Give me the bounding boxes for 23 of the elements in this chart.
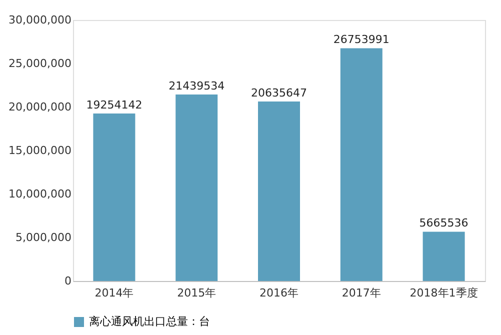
data-label: 20635647 bbox=[251, 86, 307, 100]
data-label: 5665536 bbox=[419, 216, 468, 230]
x-tick-label: 2014年 bbox=[94, 286, 134, 300]
bar bbox=[93, 113, 136, 281]
bar bbox=[422, 232, 465, 281]
x-tick-label: 2017年 bbox=[342, 286, 381, 300]
x-tick-label: 2015年 bbox=[177, 286, 216, 300]
bar bbox=[340, 48, 382, 281]
data-label: 21439534 bbox=[168, 79, 225, 92]
x-tick-label: 2016年 bbox=[260, 286, 298, 300]
y-tick-label: 30,000,000 bbox=[8, 14, 72, 26]
data-label: 19254142 bbox=[86, 98, 142, 112]
y-tick-label: 10,000,000 bbox=[8, 188, 72, 200]
bar bbox=[258, 101, 300, 281]
y-tick-label: 5,000,000 bbox=[16, 231, 72, 244]
x-tick-label: 2018年1季度 bbox=[410, 286, 478, 300]
legend-label: 离心通风机出口总量：台 bbox=[89, 315, 210, 328]
data-label: 26753991 bbox=[333, 33, 390, 46]
y-tick-label: 20,000,000 bbox=[8, 100, 72, 114]
y-tick-label: 0 bbox=[64, 274, 72, 288]
y-tick-label: 15,000,000 bbox=[8, 144, 72, 157]
bar bbox=[176, 94, 218, 281]
y-tick-label: 25,000,000 bbox=[8, 57, 72, 70]
